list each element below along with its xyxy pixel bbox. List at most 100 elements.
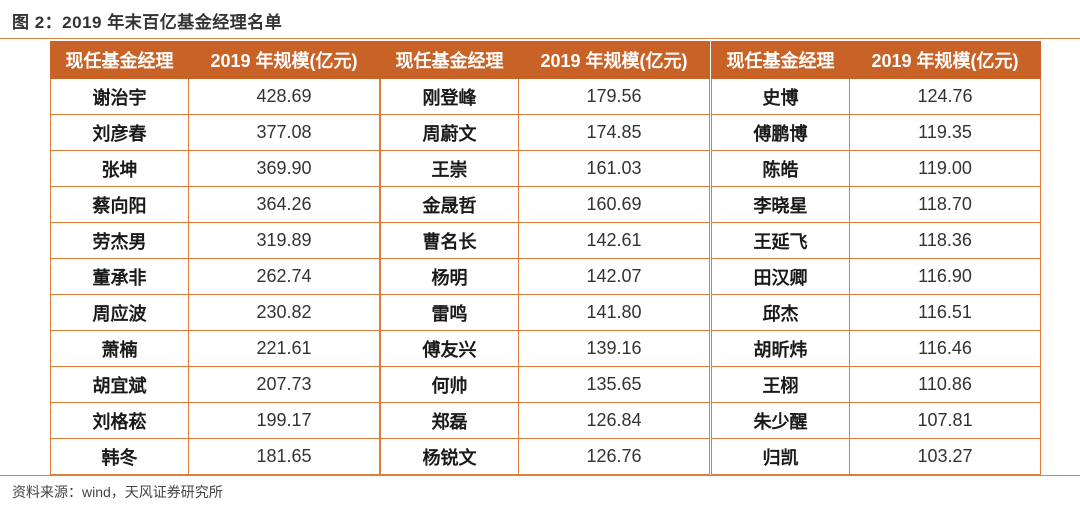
title-divider bbox=[0, 38, 1080, 39]
table-row: 谢治宇 428.69 bbox=[50, 78, 380, 115]
source-note: 资料来源：wind，天风证券研究所 bbox=[12, 484, 223, 500]
manager-name-cell: 谢治宇 bbox=[50, 78, 189, 115]
table-row: 杨锐文 126.76 bbox=[380, 438, 710, 475]
manager-name-cell: 杨明 bbox=[380, 258, 519, 295]
manager-name-cell: 蔡向阳 bbox=[50, 186, 189, 223]
header-manager: 现任基金经理 bbox=[711, 41, 850, 79]
table-row: 胡宜斌 207.73 bbox=[50, 366, 380, 403]
fund-size-cell: 141.80 bbox=[518, 294, 710, 331]
header-manager: 现任基金经理 bbox=[380, 41, 519, 79]
manager-name-cell: 傅友兴 bbox=[380, 330, 519, 367]
fund-size-cell: 428.69 bbox=[188, 78, 380, 115]
manager-name-cell: 雷鸣 bbox=[380, 294, 519, 331]
manager-name-cell: 李晓星 bbox=[711, 186, 850, 223]
manager-name-cell: 傅鹏博 bbox=[711, 114, 850, 151]
manager-name-cell: 刘格菘 bbox=[50, 402, 189, 439]
manager-name-cell: 田汉卿 bbox=[711, 258, 850, 295]
fund-size-cell: 119.35 bbox=[849, 114, 1041, 151]
fund-size-cell: 369.90 bbox=[188, 150, 380, 187]
manager-name-cell: 何帅 bbox=[380, 366, 519, 403]
table-header-row: 现任基金经理 2019 年规模(亿元) bbox=[380, 41, 710, 79]
table-row: 周应波 230.82 bbox=[50, 294, 380, 331]
fund-size-cell: 119.00 bbox=[849, 150, 1041, 187]
table-row: 王栩 110.86 bbox=[711, 366, 1041, 403]
manager-name-cell: 劳杰男 bbox=[50, 222, 189, 259]
fund-size-cell: 116.90 bbox=[849, 258, 1041, 295]
manager-table-1: 现任基金经理 2019 年规模(亿元) 谢治宇 428.69 刘彦春 377.08 张坤… bbox=[50, 41, 380, 475]
fund-size-cell: 207.73 bbox=[188, 366, 380, 403]
figure-title: 图 2：2019 年末百亿基金经理名单 bbox=[12, 13, 283, 32]
manager-table-2: 现任基金经理 2019 年规模(亿元) 刚登峰 179.56 周蔚文 174.85 王崇… bbox=[380, 41, 710, 475]
table-row: 王崇 161.03 bbox=[380, 150, 710, 187]
manager-name-cell: 萧楠 bbox=[50, 330, 189, 367]
table-row: 何帅 135.65 bbox=[380, 366, 710, 403]
table-row: 朱少醒 107.81 bbox=[711, 402, 1041, 439]
fund-size-cell: 126.84 bbox=[518, 402, 710, 439]
fund-size-cell: 126.76 bbox=[518, 438, 710, 475]
fund-size-cell: 319.89 bbox=[188, 222, 380, 259]
manager-name-cell: 胡宜斌 bbox=[50, 366, 189, 403]
manager-name-cell: 史博 bbox=[711, 78, 850, 115]
header-manager: 现任基金经理 bbox=[50, 41, 189, 79]
manager-name-cell: 王栩 bbox=[711, 366, 850, 403]
fund-size-cell: 135.65 bbox=[518, 366, 710, 403]
manager-name-cell: 刚登峰 bbox=[380, 78, 519, 115]
manager-name-cell: 归凯 bbox=[711, 438, 850, 475]
table-row: 刘彦春 377.08 bbox=[50, 114, 380, 151]
fund-size-cell: 124.76 bbox=[849, 78, 1041, 115]
table-row: 张坤 369.90 bbox=[50, 150, 380, 187]
fund-size-cell: 230.82 bbox=[188, 294, 380, 331]
table-row: 曹名长 142.61 bbox=[380, 222, 710, 259]
table-row: 邱杰 116.51 bbox=[711, 294, 1041, 331]
header-size: 2019 年规模(亿元) bbox=[188, 41, 380, 79]
fund-size-cell: 139.16 bbox=[518, 330, 710, 367]
table-row: 刘格菘 199.17 bbox=[50, 402, 380, 439]
manager-name-cell: 曹名长 bbox=[380, 222, 519, 259]
table-row: 杨明 142.07 bbox=[380, 258, 710, 295]
manager-name-cell: 张坤 bbox=[50, 150, 189, 187]
manager-name-cell: 金晟哲 bbox=[380, 186, 519, 223]
manager-name-cell: 郑磊 bbox=[380, 402, 519, 439]
table-row: 郑磊 126.84 bbox=[380, 402, 710, 439]
table-row: 刚登峰 179.56 bbox=[380, 78, 710, 115]
table-row: 田汉卿 116.90 bbox=[711, 258, 1041, 295]
manager-name-cell: 邱杰 bbox=[711, 294, 850, 331]
fund-size-cell: 181.65 bbox=[188, 438, 380, 475]
fund-size-cell: 160.69 bbox=[518, 186, 710, 223]
table-row: 韩冬 181.65 bbox=[50, 438, 380, 475]
manager-name-cell: 王延飞 bbox=[711, 222, 850, 259]
fund-size-cell: 110.86 bbox=[849, 366, 1041, 403]
manager-name-cell: 周蔚文 bbox=[380, 114, 519, 151]
manager-name-cell: 杨锐文 bbox=[380, 438, 519, 475]
manager-name-cell: 周应波 bbox=[50, 294, 189, 331]
table-header-row: 现任基金经理 2019 年规模(亿元) bbox=[711, 41, 1041, 79]
fund-size-cell: 161.03 bbox=[518, 150, 710, 187]
table-header-row: 现任基金经理 2019 年规模(亿元) bbox=[50, 41, 380, 79]
fund-size-cell: 118.36 bbox=[849, 222, 1041, 259]
fund-size-cell: 116.46 bbox=[849, 330, 1041, 367]
table-row: 萧楠 221.61 bbox=[50, 330, 380, 367]
table-row: 劳杰男 319.89 bbox=[50, 222, 380, 259]
fund-size-cell: 142.61 bbox=[518, 222, 710, 259]
table-row: 王延飞 118.36 bbox=[711, 222, 1041, 259]
fund-size-cell: 199.17 bbox=[188, 402, 380, 439]
fund-size-cell: 364.26 bbox=[188, 186, 380, 223]
fund-size-cell: 116.51 bbox=[849, 294, 1041, 331]
table-row: 雷鸣 141.80 bbox=[380, 294, 710, 331]
bottom-divider bbox=[0, 475, 1080, 476]
table-row: 史博 124.76 bbox=[711, 78, 1041, 115]
table-row: 金晟哲 160.69 bbox=[380, 186, 710, 223]
fund-size-cell: 107.81 bbox=[849, 402, 1041, 439]
table-row: 傅鹏博 119.35 bbox=[711, 114, 1041, 151]
manager-name-cell: 刘彦春 bbox=[50, 114, 189, 151]
table-row: 胡昕炜 116.46 bbox=[711, 330, 1041, 367]
fund-size-cell: 377.08 bbox=[188, 114, 380, 151]
manager-name-cell: 韩冬 bbox=[50, 438, 189, 475]
table-row: 董承非 262.74 bbox=[50, 258, 380, 295]
fund-size-cell: 221.61 bbox=[188, 330, 380, 367]
fund-size-cell: 142.07 bbox=[518, 258, 710, 295]
manager-tables: 现任基金经理 2019 年规模(亿元) 谢治宇 428.69 刘彦春 377.08 张坤… bbox=[0, 41, 1080, 475]
manager-name-cell: 胡昕炜 bbox=[711, 330, 850, 367]
header-size: 2019 年规模(亿元) bbox=[518, 41, 710, 79]
table-row: 傅友兴 139.16 bbox=[380, 330, 710, 367]
